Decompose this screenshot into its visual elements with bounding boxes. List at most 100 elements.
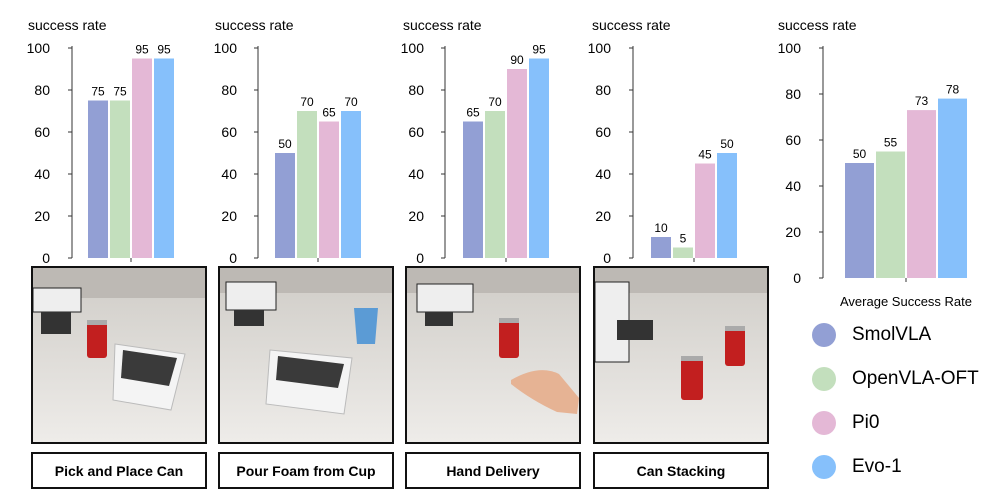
caption-pour-foam-from-cup: Pour Foam from Cup [218,452,394,489]
legend-swatch-pi0 [812,411,836,435]
hand-icon [511,370,579,414]
legend-label: Evo-1 [852,456,902,477]
legend-item-evo-1: Evo-1 [812,450,997,484]
red-can-icon [725,326,745,366]
bar [154,58,174,258]
y-tick-label: 40 [785,178,801,194]
bar [110,100,130,258]
data-label: 50 [853,147,867,161]
bar [88,100,108,258]
bar [938,98,967,278]
legend-swatch-openvla-oft [812,367,836,391]
bar [651,237,671,258]
caption-hand-delivery: Hand Delivery [405,452,581,489]
y-tick-label: 20 [221,208,237,224]
red-can-icon [681,356,703,400]
data-label: 70 [300,95,314,109]
y-tick-label: 60 [221,124,237,140]
data-label: 50 [720,137,734,151]
bar [485,111,505,258]
legend-item-smolvla: SmolVLA [812,318,997,352]
legend-swatch-evo-1 [812,455,836,479]
y-tick-label: 60 [408,124,424,140]
data-label: 78 [946,83,960,97]
data-label: 5 [680,232,687,246]
robot-arm-icon [416,283,474,326]
legend-swatch-smolvla [812,323,836,347]
blue-cup-icon [354,308,378,344]
bar [341,111,361,258]
y-axis-label: success rate [403,17,482,33]
bar [297,111,317,258]
y-tick-label: 80 [34,82,50,98]
photo-pour-foam-from-cup [218,266,394,444]
bar [529,58,549,258]
y-tick-label: 80 [595,82,611,98]
scene-pour-foam [220,268,392,442]
y-tick-label: 100 [401,40,425,56]
data-label: 55 [884,136,898,150]
data-label: 10 [654,221,668,235]
y-tick-label: 60 [595,124,611,140]
y-tick-label: 100 [778,40,802,56]
bar [717,153,737,258]
y-tick-label: 0 [229,250,237,266]
data-label: 65 [466,106,480,120]
data-label: 70 [488,95,502,109]
bar [507,69,527,258]
photo-can-stacking [593,266,769,444]
legend-item-pi0: Pi0 [812,406,997,440]
robot-arm-icon [225,281,277,326]
bar [275,153,295,258]
y-axis-label: success rate [592,17,671,33]
y-tick-label: 40 [221,166,237,182]
photo-pick-and-place-can [31,266,207,444]
y-tick-label: 20 [595,208,611,224]
data-label: 65 [322,106,336,120]
data-label: 45 [698,148,712,162]
y-tick-label: 20 [34,208,50,224]
y-tick-label: 40 [408,166,424,182]
y-axis-label: success rate [215,17,294,33]
scene-hand-delivery [407,268,579,442]
data-label: 90 [510,53,524,67]
legend-label: SmolVLA [852,324,932,345]
y-tick-label: 40 [595,166,611,182]
y-tick-label: 100 [588,40,612,56]
data-label: 95 [532,43,546,57]
red-can-icon [87,320,107,358]
data-label: 70 [344,95,358,109]
y-tick-label: 0 [793,270,801,286]
data-label: 95 [157,43,171,57]
legend-label: OpenVLA-OFT [852,368,979,389]
bar [845,163,874,278]
bar [907,110,936,278]
y-tick-label: 80 [221,82,237,98]
photo-hand-delivery [405,266,581,444]
y-tick-label: 60 [34,124,50,140]
robot-arm-icon [33,287,82,334]
y-tick-label: 60 [785,132,801,148]
y-tick-label: 100 [27,40,51,56]
caption-can-stacking: Can Stacking [593,452,769,489]
robot-arm-icon [595,281,653,363]
bar [673,247,693,258]
y-tick-label: 80 [408,82,424,98]
white-basket-icon [112,343,186,411]
legend-label: Pi0 [852,412,880,433]
legend-item-openvla-oft: OpenVLA-OFT [812,362,997,396]
data-label: 95 [135,43,149,57]
bar [319,121,339,258]
scene-can-stacking [595,268,767,442]
bar [132,58,152,258]
y-tick-label: 100 [214,40,238,56]
y-axis-label: success rate [778,17,857,33]
y-tick-label: 0 [42,250,50,266]
x-axis-label: Average Success Rate [840,294,972,309]
y-tick-label: 0 [603,250,611,266]
y-tick-label: 20 [785,224,801,240]
y-tick-label: 40 [34,166,50,182]
y-tick-label: 20 [408,208,424,224]
caption-pick-and-place-can: Pick and Place Can [31,452,207,489]
